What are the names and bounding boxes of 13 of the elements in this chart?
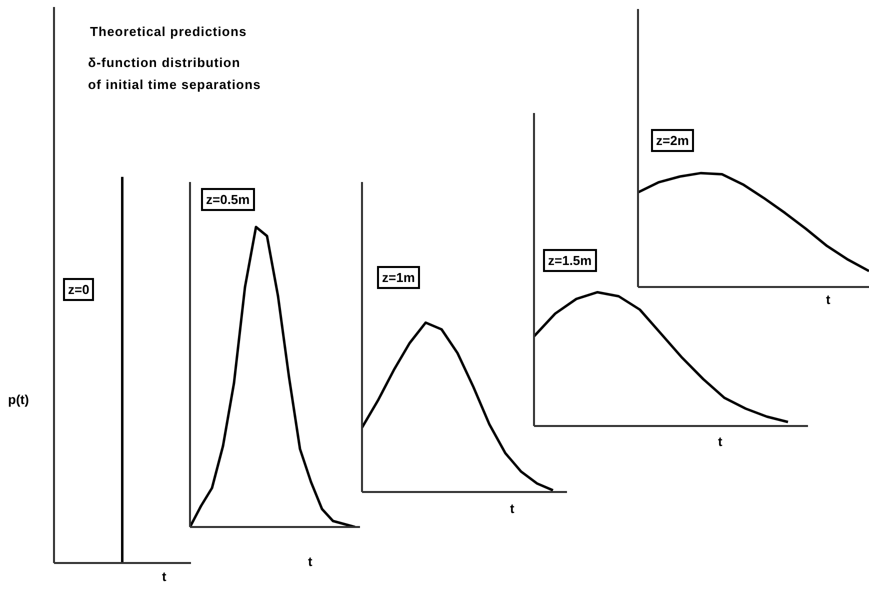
text: z=1.5m: [543, 249, 597, 272]
text: z=1m: [377, 266, 420, 289]
x-axis-title: t: [510, 501, 514, 516]
text: z=0.5m: [201, 188, 255, 211]
text: z=2m: [651, 129, 694, 152]
text: z=0: [63, 278, 94, 301]
y-axis-title: p(t): [8, 392, 29, 407]
x-axis-title: t: [826, 292, 830, 307]
x-axis-title: t: [308, 554, 312, 569]
x-axis-title: t: [718, 434, 722, 449]
x-axis-title: t: [162, 569, 166, 584]
text: δ-function distribution of initial time separations: [88, 54, 261, 94]
text: Theoretical predictions: [90, 24, 247, 39]
